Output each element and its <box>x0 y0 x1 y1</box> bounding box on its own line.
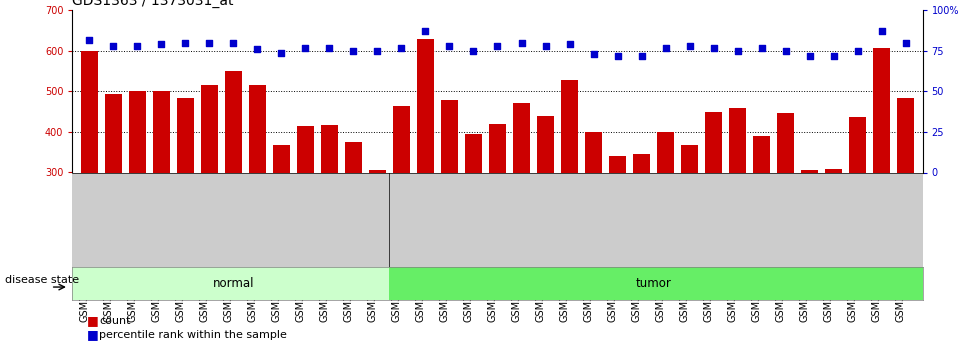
Bar <box>177 98 194 294</box>
Text: ■: ■ <box>87 314 99 327</box>
Point <box>634 53 649 59</box>
Point <box>802 53 817 59</box>
Text: disease state: disease state <box>5 275 79 285</box>
Bar <box>849 117 867 294</box>
Bar <box>441 100 458 294</box>
Point <box>273 50 289 55</box>
Bar <box>825 169 842 294</box>
Bar <box>81 51 98 294</box>
Point <box>417 29 433 34</box>
Bar <box>153 91 170 294</box>
Point <box>249 47 265 52</box>
Bar <box>873 48 890 294</box>
Bar <box>801 170 818 294</box>
Text: GDS1363 / 1373031_at: GDS1363 / 1373031_at <box>72 0 234 8</box>
Point <box>826 53 841 59</box>
Bar <box>389 267 923 300</box>
Bar <box>465 134 482 294</box>
Bar <box>201 85 217 294</box>
Point <box>298 45 313 50</box>
Point <box>154 42 169 47</box>
Text: count: count <box>99 316 131 326</box>
Point <box>370 48 385 54</box>
Point <box>394 45 410 50</box>
Bar <box>417 39 434 294</box>
Point <box>346 48 361 54</box>
Point <box>706 45 722 50</box>
Bar <box>753 136 770 294</box>
Bar <box>585 132 602 294</box>
Bar <box>321 125 338 294</box>
Point <box>850 48 866 54</box>
Point <box>129 43 145 49</box>
Bar <box>778 113 794 294</box>
Point <box>514 40 529 46</box>
Point <box>898 40 914 46</box>
Point <box>753 45 769 50</box>
Bar <box>657 132 674 294</box>
Point <box>682 43 697 49</box>
Bar <box>345 142 362 294</box>
Bar <box>513 103 530 294</box>
Bar <box>393 106 410 294</box>
Bar <box>105 94 122 294</box>
Bar <box>72 267 389 300</box>
Bar <box>225 71 242 294</box>
Point <box>874 29 890 34</box>
Bar <box>561 80 578 294</box>
Bar <box>369 170 385 294</box>
Bar <box>537 116 554 294</box>
Bar <box>897 98 914 294</box>
Text: tumor: tumor <box>636 277 671 290</box>
Point <box>178 40 193 46</box>
Text: percentile rank within the sample: percentile rank within the sample <box>99 330 287 339</box>
Bar <box>273 145 290 294</box>
Text: normal: normal <box>213 277 254 290</box>
Bar <box>128 91 146 294</box>
Bar <box>489 124 506 294</box>
Point <box>105 43 121 49</box>
Point <box>778 48 793 54</box>
Bar <box>249 85 266 294</box>
Point <box>490 43 505 49</box>
Bar <box>681 145 698 294</box>
Bar <box>633 154 650 294</box>
Point <box>730 48 746 54</box>
Point <box>562 42 578 47</box>
Point <box>226 40 242 46</box>
Bar <box>729 108 746 294</box>
Point <box>585 51 601 57</box>
Point <box>202 40 217 46</box>
Point <box>658 45 673 50</box>
Point <box>538 43 554 49</box>
Point <box>322 45 337 50</box>
Point <box>81 37 97 42</box>
Point <box>466 48 481 54</box>
Text: ■: ■ <box>87 328 99 341</box>
Bar <box>610 156 626 294</box>
Bar <box>297 126 314 294</box>
Point <box>441 43 457 49</box>
Bar <box>705 112 722 294</box>
Point <box>610 53 625 59</box>
